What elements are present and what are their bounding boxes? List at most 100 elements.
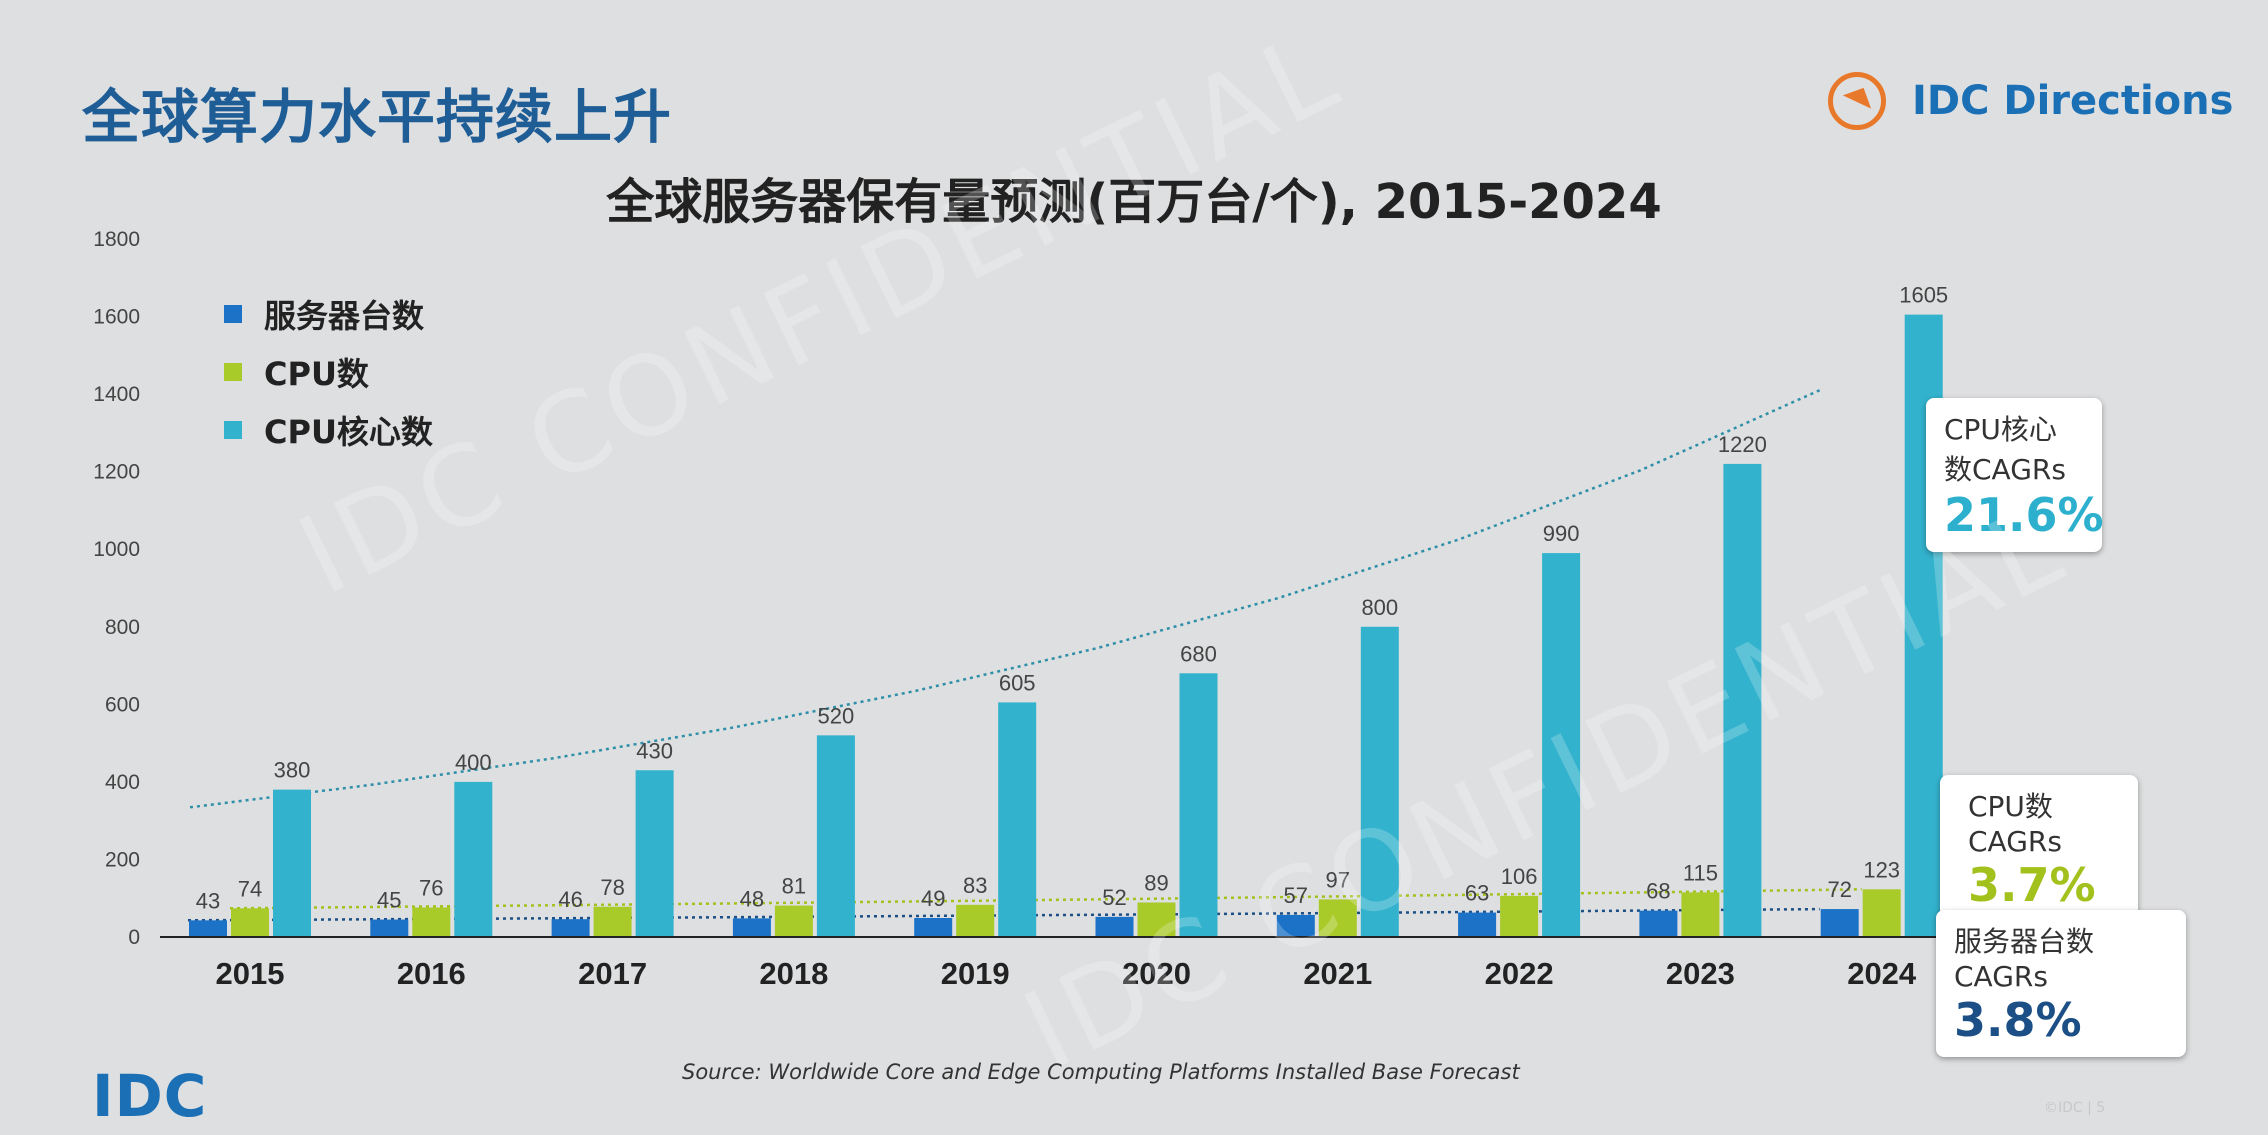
callout-cpu-cores-cagr: CPU核心数CAGRs 21.6% <box>1926 398 2104 552</box>
y-tick-label: 800 <box>105 616 140 639</box>
y-tick-label: 0 <box>128 926 140 949</box>
data-label: 97 <box>1326 867 1350 892</box>
legend-label: CPU数 <box>264 355 369 393</box>
x-tick-label: 2016 <box>397 956 466 991</box>
callout-value: 21.6% <box>1944 488 2104 542</box>
data-label: 45 <box>377 888 401 913</box>
bar <box>1137 902 1176 937</box>
callout-value: 3.7% <box>1968 858 2096 912</box>
legend-label: 服务器台数 <box>264 297 425 335</box>
y-tick-label: 1800 <box>93 228 140 251</box>
bar <box>774 905 813 937</box>
legend-swatch <box>224 305 242 323</box>
legend-item-servers: 服务器台数 <box>224 285 433 343</box>
data-label: 123 <box>1863 857 1900 882</box>
compass-arrow-icon <box>1828 72 1886 130</box>
bar <box>1500 895 1539 937</box>
bar <box>998 702 1037 937</box>
data-label: 800 <box>1361 595 1398 620</box>
bar <box>1681 892 1720 937</box>
data-label: 400 <box>455 750 492 775</box>
bar <box>189 920 227 937</box>
data-label: 76 <box>419 876 443 901</box>
y-tick-label: 1400 <box>93 383 140 406</box>
y-tick-label: 1000 <box>93 538 140 561</box>
bar <box>1360 626 1399 937</box>
callout-label: 服务器台数CAGRs <box>1954 925 2095 993</box>
y-tick-label: 1200 <box>93 461 140 484</box>
data-label: 63 <box>1465 881 1489 906</box>
x-tick-label: 2020 <box>1122 956 1191 991</box>
x-tick-label: 2022 <box>1485 956 1554 991</box>
callout-server-cagr: 服务器台数CAGRs 3.8% <box>1936 910 2186 1057</box>
brand-logo: IDC Directions <box>1828 72 2233 130</box>
data-label: 81 <box>782 874 806 899</box>
bar <box>370 919 409 937</box>
data-label: 48 <box>740 886 764 911</box>
bar <box>593 906 632 937</box>
x-tick-label: 2024 <box>1847 956 1917 991</box>
bar <box>914 917 953 937</box>
data-label: 990 <box>1543 521 1580 546</box>
x-tick-label: 2015 <box>216 956 285 991</box>
callout-value: 3.8% <box>1954 993 2082 1047</box>
x-tick-label: 2023 <box>1666 956 1735 991</box>
legend-swatch <box>224 421 242 439</box>
data-label: 52 <box>1102 885 1126 910</box>
legend-swatch <box>224 363 242 381</box>
bar <box>732 918 771 937</box>
legend-item-cores: CPU核心数 <box>224 401 433 459</box>
bar <box>454 781 493 937</box>
data-label: 1220 <box>1718 432 1767 457</box>
bar <box>1862 889 1901 937</box>
brand-name: IDC Directions <box>1912 78 2234 124</box>
chart-legend: 服务器台数 CPU数 CPU核心数 <box>224 285 433 459</box>
data-label: 78 <box>600 875 624 900</box>
callout-cpu-cagr: CPU数CAGRs 3.7% <box>1940 775 2138 922</box>
x-tick-label: 2018 <box>759 956 828 991</box>
bar <box>635 770 674 937</box>
bar <box>273 789 311 937</box>
data-label: 680 <box>1180 641 1217 666</box>
legend-item-cpus: CPU数 <box>224 343 433 401</box>
bar <box>1276 914 1315 937</box>
bar <box>1458 912 1497 937</box>
bar <box>1179 673 1218 937</box>
y-tick-label: 400 <box>105 771 140 794</box>
x-tick-label: 2021 <box>1303 956 1372 991</box>
bar <box>1723 463 1762 937</box>
data-label: 68 <box>1646 879 1670 904</box>
bar <box>231 908 269 937</box>
trend-line-2 <box>189 388 1823 809</box>
page-footnote: ©IDC | 5 <box>2044 1100 2106 1116</box>
data-label: 83 <box>963 873 987 898</box>
data-label: 43 <box>196 888 220 913</box>
page-title: 全球算力水平持续上升 <box>82 83 673 151</box>
bar <box>551 919 590 937</box>
bar <box>412 907 451 937</box>
y-tick-label: 1600 <box>93 306 140 329</box>
bar <box>1639 910 1678 937</box>
data-label: 57 <box>1284 883 1308 908</box>
data-label: 380 <box>274 758 311 783</box>
callout-label: CPU核心数CAGRs <box>1944 413 2066 486</box>
x-tick-label: 2019 <box>941 956 1010 991</box>
data-label: 72 <box>1827 877 1851 902</box>
bar <box>1542 553 1581 937</box>
data-label: 1605 <box>1899 283 1948 308</box>
x-tick-label: 2017 <box>578 956 647 991</box>
data-label: 106 <box>1501 864 1538 889</box>
data-label: 115 <box>1683 860 1718 885</box>
data-label: 74 <box>238 876 262 901</box>
bar <box>1318 899 1357 937</box>
trend-line-1 <box>229 888 1862 910</box>
data-label: 605 <box>999 670 1036 695</box>
callout-label: CPU数CAGRs <box>1968 790 2062 858</box>
y-tick-label: 200 <box>105 848 140 871</box>
bar <box>1820 909 1859 937</box>
data-label: 430 <box>636 738 673 763</box>
y-tick-label: 600 <box>105 693 140 716</box>
idc-logo: IDC <box>92 1062 208 1130</box>
data-label: 520 <box>818 703 855 728</box>
